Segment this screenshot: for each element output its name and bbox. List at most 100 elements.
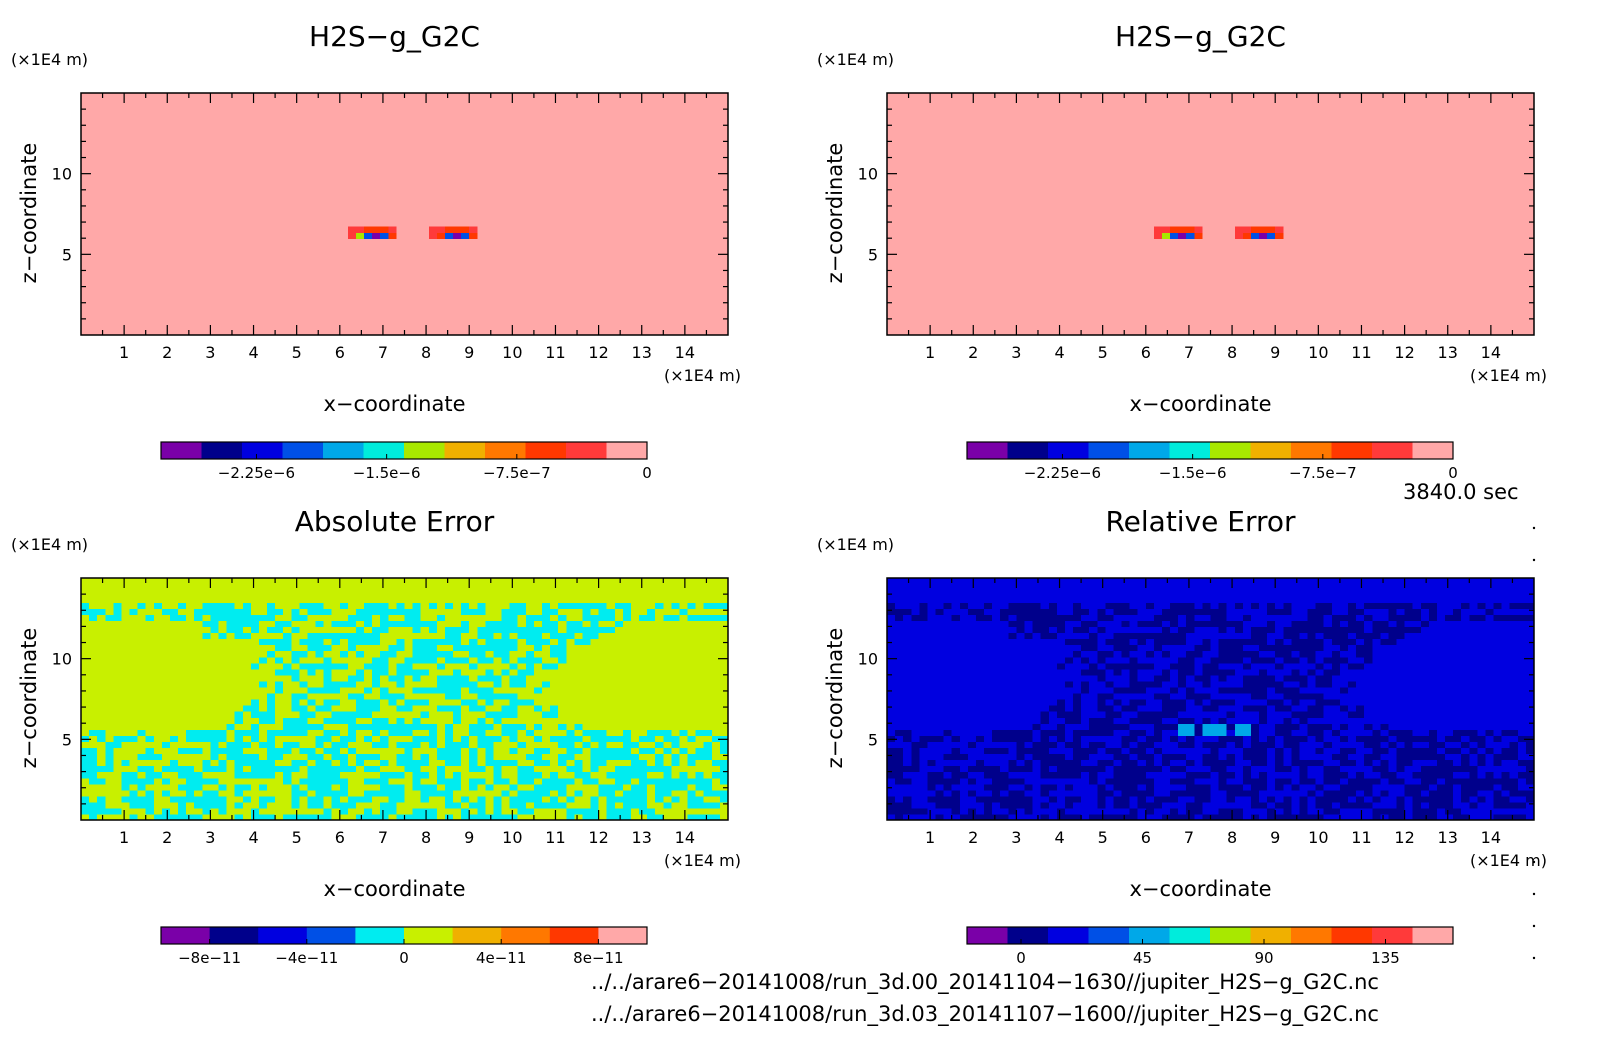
heatmap-cell [1161, 177, 1171, 185]
heatmap-cell [566, 201, 575, 209]
heatmap-cell [550, 93, 559, 100]
heatmap-cell [984, 232, 993, 239]
heatmap-cell [935, 171, 945, 179]
heatmap-cell [887, 226, 896, 233]
heatmap-cell [509, 250, 519, 257]
heatmap-cell [250, 195, 260, 203]
heatmap-cell [412, 201, 422, 209]
heatmap-cell [258, 129, 268, 136]
heatmap-cell [234, 220, 244, 227]
heatmap-cell [647, 195, 656, 203]
heatmap-cell [1153, 256, 1163, 263]
heatmap-cell [105, 220, 114, 227]
heatmap-cell [388, 177, 398, 185]
heatmap-cell [1000, 262, 1009, 270]
heatmap-cell [396, 220, 406, 227]
heatmap-cell [566, 316, 575, 324]
heatmap-cell [331, 220, 341, 227]
heatmap-cell [582, 195, 592, 203]
heatmap-cell [1040, 111, 1050, 118]
heatmap-cell [903, 207, 912, 215]
heatmap-cell [436, 177, 446, 185]
heatmap-cell [927, 292, 937, 300]
heatmap-cell [307, 99, 317, 106]
heatmap-cell [307, 328, 317, 336]
heatmap-cell [671, 232, 681, 239]
heatmap-cell [1048, 195, 1058, 203]
heatmap-cell [655, 292, 664, 300]
heatmap-cell [339, 183, 349, 191]
heatmap-cell [927, 256, 937, 263]
heatmap-cell [234, 135, 244, 142]
heatmap-cell [1000, 159, 1009, 167]
heatmap-cell [485, 286, 495, 294]
heatmap-cell [153, 304, 163, 312]
heatmap-cell [331, 322, 341, 330]
heatmap-cell [895, 189, 904, 197]
heatmap-cell [590, 220, 600, 227]
heatmap-cell [1178, 280, 1187, 288]
heatmap-cell [194, 201, 203, 209]
heatmap-cell [550, 274, 559, 282]
heatmap-cell [339, 316, 349, 324]
heatmap-cell [1194, 105, 1204, 112]
heatmap-cell [1186, 322, 1195, 330]
heatmap-cell [1048, 177, 1058, 185]
heatmap-cell [275, 328, 284, 336]
heatmap-cell [1048, 328, 1058, 336]
heatmap-cell [323, 268, 333, 276]
heatmap-cell [959, 159, 969, 167]
heatmap-cell [372, 135, 381, 142]
heatmap-cell [388, 262, 398, 270]
heatmap-cell [622, 177, 632, 185]
heatmap-cell [388, 232, 398, 239]
heatmap-cell [1048, 117, 1058, 124]
heatmap-cell [226, 310, 236, 318]
heatmap-cell [975, 280, 985, 288]
heatmap-cell [1186, 280, 1195, 288]
heatmap-cell [590, 159, 600, 167]
heatmap-cell [283, 274, 292, 282]
heatmap-cell [1040, 214, 1050, 221]
heatmap-cell [1089, 105, 1098, 112]
heatmap-cell [226, 328, 236, 336]
heatmap-cell [339, 298, 349, 306]
heatmap-cell [1016, 195, 1026, 203]
heatmap-cell [919, 328, 929, 336]
heatmap-cell [951, 195, 961, 203]
heatmap-cell [566, 286, 575, 294]
heatmap-cell [436, 220, 446, 227]
heatmap-cell [975, 292, 985, 300]
heatmap-cell [444, 129, 454, 136]
heatmap-cell [129, 316, 139, 324]
heatmap-cell [566, 226, 575, 233]
heatmap-cell [630, 310, 640, 318]
heatmap-cell [97, 201, 106, 209]
heatmap-cell [951, 111, 961, 118]
heatmap-cell [105, 322, 114, 330]
heatmap-cell [355, 328, 365, 336]
heatmap-cell [887, 165, 896, 173]
heatmap-cell [444, 262, 454, 270]
heatmap-cell [89, 268, 98, 276]
heatmap-cell [695, 226, 705, 233]
heatmap-cell [485, 256, 495, 263]
heatmap-cell [218, 304, 228, 312]
heatmap-cell [566, 207, 575, 215]
heatmap-cell [711, 262, 721, 270]
heatmap-cell [1129, 304, 1139, 312]
heatmap-cell [1178, 165, 1187, 173]
heatmap-cell [1056, 111, 1066, 118]
heatmap-cell [477, 256, 486, 263]
heatmap-cell [1178, 147, 1187, 155]
heatmap-cell [194, 262, 203, 270]
heatmap-cell [461, 135, 470, 142]
heatmap-cell [1113, 304, 1123, 312]
heatmap-cell [558, 129, 567, 136]
heatmap-cell [919, 207, 929, 215]
heatmap-cell [493, 280, 503, 288]
heatmap-cell [711, 238, 721, 245]
heatmap-cell [299, 201, 309, 209]
heatmap-cell [275, 268, 284, 276]
heatmap-cell [655, 214, 664, 221]
